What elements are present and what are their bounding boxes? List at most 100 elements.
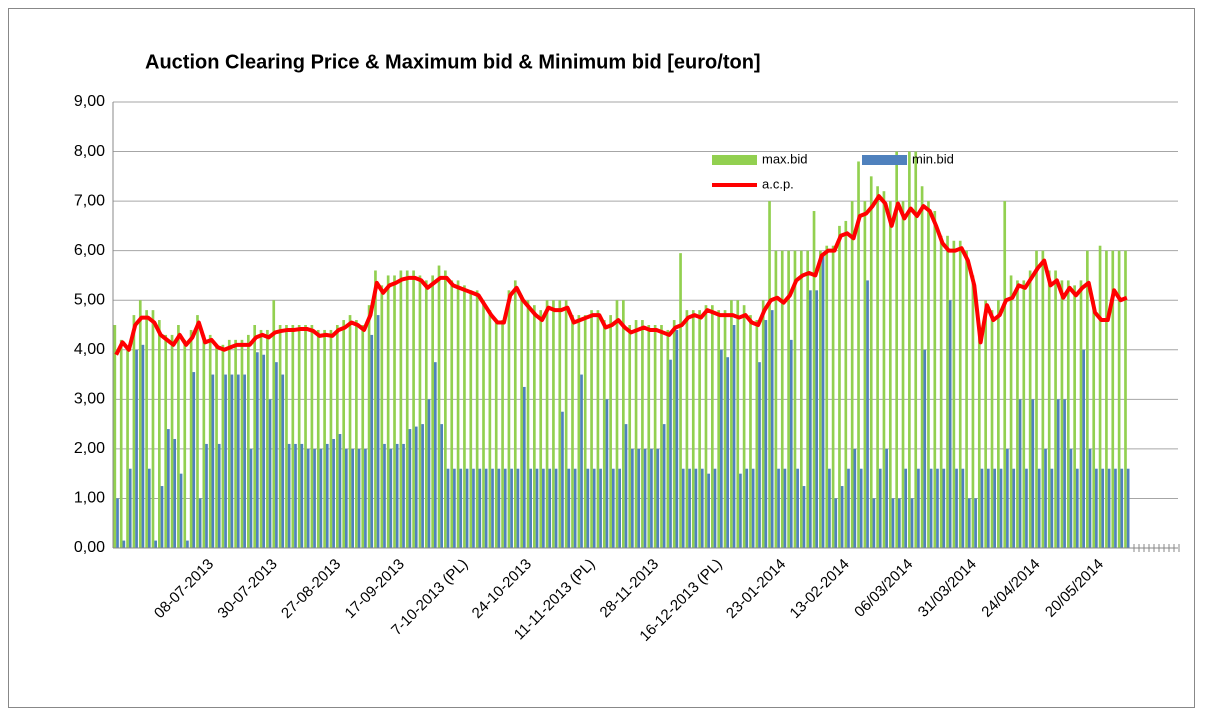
bar — [698, 310, 701, 548]
bar — [1124, 250, 1127, 548]
bar — [177, 325, 180, 548]
bar — [431, 275, 434, 548]
bar — [1079, 280, 1083, 548]
bar — [367, 305, 371, 548]
bar — [414, 426, 418, 548]
bar — [478, 468, 482, 548]
bar — [132, 315, 136, 548]
bar — [583, 315, 587, 548]
bar — [751, 468, 755, 548]
bar — [1114, 468, 1117, 548]
bar — [888, 201, 892, 548]
bar — [961, 468, 965, 548]
bar — [306, 448, 310, 548]
bar — [904, 468, 908, 548]
bar — [128, 468, 132, 548]
bar — [236, 374, 240, 548]
bar — [717, 310, 721, 548]
bar — [853, 448, 857, 548]
bar — [342, 320, 346, 548]
bar — [1092, 300, 1096, 548]
bar — [126, 349, 129, 548]
bar — [380, 285, 384, 548]
chart-title: Auction Clearing Price & Maximum bid & M… — [145, 51, 761, 73]
bar — [164, 334, 168, 548]
bar — [1037, 468, 1041, 548]
bar — [310, 325, 314, 548]
bar — [1117, 250, 1121, 548]
bar — [685, 310, 689, 548]
bar — [542, 468, 545, 548]
line — [114, 194, 1128, 356]
bar — [815, 290, 819, 548]
bar — [503, 468, 507, 548]
bar — [897, 498, 901, 548]
bar — [278, 325, 282, 548]
bar — [720, 349, 723, 548]
bar — [484, 468, 488, 548]
bar — [230, 374, 234, 548]
bar — [208, 334, 212, 548]
y-tick-label: 1,00 — [74, 490, 105, 507]
bar — [1073, 285, 1076, 548]
bar — [732, 325, 736, 548]
bar — [672, 320, 676, 548]
bar — [167, 429, 170, 548]
legend-swatch — [862, 155, 907, 165]
bar — [1120, 468, 1124, 548]
bar — [605, 399, 609, 548]
bar — [1066, 280, 1070, 548]
bar — [946, 235, 949, 549]
bar — [1012, 468, 1016, 548]
bar — [364, 448, 367, 548]
bar — [1126, 468, 1130, 548]
bar — [758, 362, 761, 548]
bar — [533, 305, 536, 548]
bar — [580, 374, 583, 548]
bar — [691, 310, 695, 548]
bar — [793, 250, 797, 548]
bar — [319, 448, 323, 548]
bar — [895, 151, 898, 549]
bar — [357, 448, 361, 548]
bar — [736, 300, 740, 548]
bar — [300, 443, 304, 548]
bar — [1107, 468, 1111, 548]
bar — [761, 300, 765, 548]
bar — [297, 325, 301, 548]
bar — [669, 359, 672, 548]
legend-swatch — [712, 155, 757, 165]
bar — [332, 438, 335, 548]
bar — [920, 186, 924, 548]
bar — [812, 211, 816, 548]
bar — [558, 300, 562, 548]
bar — [1018, 399, 1022, 548]
bar — [1022, 280, 1026, 548]
bar — [789, 339, 793, 548]
bar — [539, 310, 543, 548]
bar — [910, 498, 914, 548]
bar — [838, 225, 841, 548]
bar — [1009, 275, 1013, 548]
bar — [927, 201, 930, 548]
bar — [844, 220, 848, 548]
bar — [561, 411, 564, 548]
bar — [338, 434, 342, 548]
bar — [571, 315, 574, 548]
bar — [402, 443, 405, 548]
bar — [482, 300, 485, 548]
bar — [876, 186, 879, 548]
bar — [370, 334, 374, 548]
bar — [662, 424, 666, 548]
bar — [971, 275, 975, 548]
y-tick-label: 9,00 — [74, 93, 105, 110]
bar — [1006, 448, 1009, 548]
bar — [173, 438, 177, 548]
bar — [497, 468, 501, 548]
bar — [1095, 468, 1098, 548]
bar — [1063, 399, 1066, 548]
bar — [831, 245, 835, 548]
bar — [488, 310, 492, 548]
bar — [653, 325, 657, 548]
bar — [1075, 468, 1079, 548]
